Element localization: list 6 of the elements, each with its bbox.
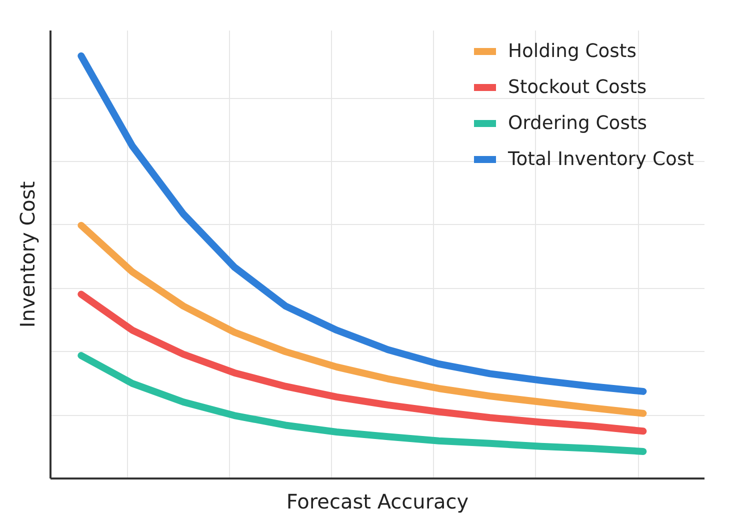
legend-label: Stockout Costs <box>508 76 647 98</box>
y-axis-title: Inventory Cost <box>16 181 40 328</box>
x-axis-title: Forecast Accuracy <box>286 490 469 514</box>
legend-label: Total Inventory Cost <box>508 148 694 170</box>
legend-label: Ordering Costs <box>508 112 647 134</box>
legend-label: Holding Costs <box>508 40 636 62</box>
